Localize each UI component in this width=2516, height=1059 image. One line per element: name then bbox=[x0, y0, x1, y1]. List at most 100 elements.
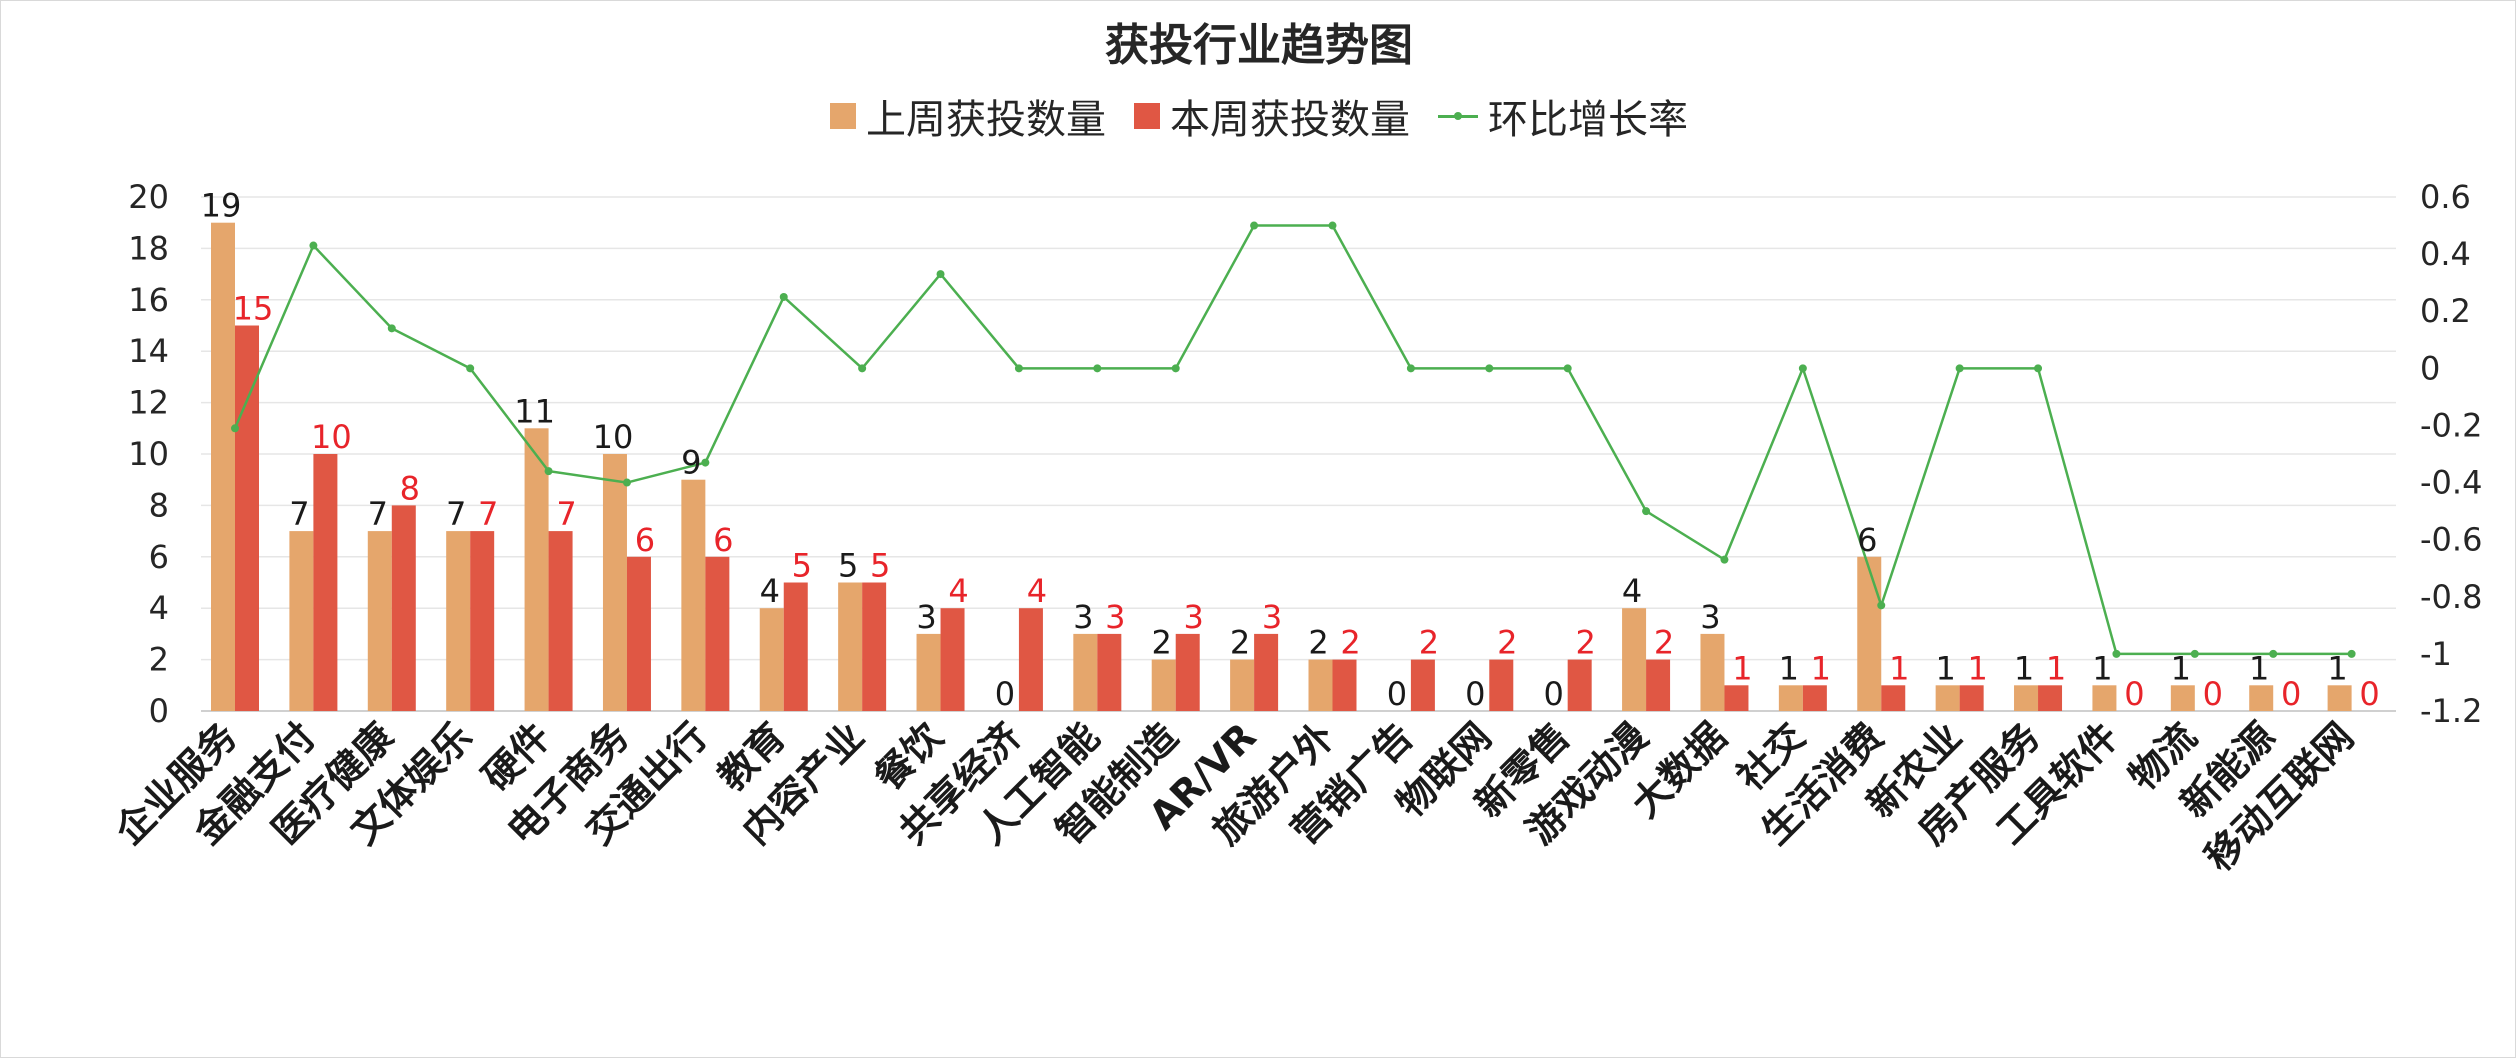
legend: 上周获投数量 本周获投数量 环比增长率 bbox=[1, 87, 2516, 145]
y-left-tick-label: 14 bbox=[128, 332, 169, 370]
bar-prev-week bbox=[2249, 685, 2274, 711]
y-right-tick-label: -1 bbox=[2420, 635, 2452, 673]
y-left-tick-label: 16 bbox=[128, 281, 169, 319]
growth-rate-point bbox=[1406, 364, 1415, 373]
growth-rate-point bbox=[1328, 221, 1337, 230]
bar-prev-week bbox=[367, 531, 392, 711]
growth-rate-point bbox=[544, 467, 553, 476]
data-label-prev-week: 10 bbox=[593, 418, 634, 456]
data-label-prev-week: 1 bbox=[2249, 649, 2269, 687]
bar-this-week bbox=[235, 325, 259, 711]
data-label-this-week: 2 bbox=[1340, 624, 1360, 662]
y-right-tick-label: 0 bbox=[2420, 349, 2440, 387]
y-left-tick-label: 6 bbox=[149, 538, 169, 576]
data-label-this-week: 3 bbox=[1105, 598, 1125, 636]
bar-this-week bbox=[783, 582, 808, 711]
data-label-prev-week: 19 bbox=[201, 187, 242, 225]
growth-rate-point bbox=[1642, 507, 1651, 516]
data-label-prev-week: 4 bbox=[760, 572, 780, 610]
data-label-this-week: 0 bbox=[2281, 675, 2301, 713]
x-axis-categories: 企业服务金融支付医疗健康文体娱乐硬件电子商务交通出行教育内容产业餐饮共享经济人工… bbox=[107, 714, 2362, 880]
y-left-tick-label: 4 bbox=[149, 589, 169, 627]
growth-rate-point bbox=[1798, 364, 1807, 373]
data-label-prev-week: 4 bbox=[1622, 572, 1642, 610]
growth-rate-point bbox=[1720, 555, 1729, 564]
y-axis-right: -1.2 -1 -0.8 -0.6 -0.4 -0.2 0 0.2 0.4 0.6 bbox=[2420, 178, 2482, 730]
y-left-tick-label: 10 bbox=[128, 435, 169, 473]
bar-prev-week bbox=[446, 531, 471, 711]
bar-prev-week bbox=[1700, 633, 1725, 711]
data-label-prev-week: 3 bbox=[1700, 598, 1720, 636]
legend-swatch-prev-week bbox=[830, 103, 856, 129]
bar-prev-week bbox=[1073, 633, 1098, 711]
growth-rate-point bbox=[2347, 649, 2356, 658]
data-label-this-week: 10 bbox=[311, 418, 352, 456]
data-label-this-week: 5 bbox=[792, 547, 812, 585]
bar-prev-week bbox=[759, 608, 784, 711]
data-label-prev-week: 1 bbox=[2327, 649, 2347, 687]
data-label-prev-week: 1 bbox=[2014, 649, 2034, 687]
growth-rate-point bbox=[779, 292, 788, 301]
data-label-prev-week: 1 bbox=[2171, 649, 2191, 687]
bar-this-week bbox=[1018, 608, 1043, 711]
data-label-this-week: 0 bbox=[2124, 675, 2144, 713]
bar-this-week bbox=[1097, 633, 1122, 711]
growth-rate-point bbox=[1171, 364, 1180, 373]
data-label-prev-week: 0 bbox=[1543, 675, 1563, 713]
data-label-this-week: 6 bbox=[635, 521, 655, 559]
bar-series bbox=[211, 222, 2352, 711]
growth-rate-point bbox=[1877, 601, 1886, 610]
bar-prev-week bbox=[2170, 685, 2195, 711]
y-left-tick-label: 2 bbox=[149, 641, 169, 679]
data-label-prev-week: 3 bbox=[916, 598, 936, 636]
growth-rate-point bbox=[1093, 364, 1102, 373]
growth-rate-line bbox=[233, 224, 2352, 656]
data-label-this-week: 2 bbox=[1419, 624, 1439, 662]
data-label-this-week: 5 bbox=[870, 547, 890, 585]
bar-prev-week bbox=[838, 582, 863, 711]
legend-label-this-week: 本周获投数量 bbox=[1170, 97, 1410, 143]
growth-rate-point bbox=[1485, 364, 1494, 373]
growth-rate-point bbox=[231, 424, 239, 433]
data-label-this-week: 3 bbox=[1262, 598, 1282, 636]
growth-rate-point bbox=[2112, 649, 2121, 658]
legend-swatch-growth-rate bbox=[1438, 103, 1478, 129]
data-label-prev-week: 7 bbox=[368, 495, 388, 533]
bar-this-week bbox=[1724, 685, 1749, 711]
data-label-this-week: 1 bbox=[1811, 649, 1831, 687]
legend-label-growth-rate: 环比增长率 bbox=[1488, 97, 1688, 143]
bar-prev-week bbox=[2014, 685, 2039, 711]
bar-prev-week bbox=[1778, 685, 1803, 711]
growth-rate-point bbox=[466, 364, 475, 373]
bar-prev-week bbox=[1935, 685, 1960, 711]
data-label-prev-week: 0 bbox=[1465, 675, 1485, 713]
data-label-prev-week: 0 bbox=[1387, 675, 1407, 713]
legend-label-prev-week: 上周获投数量 bbox=[866, 97, 1106, 143]
data-label-prev-week: 11 bbox=[514, 392, 555, 430]
data-label-prev-week: 1 bbox=[1935, 649, 1955, 687]
data-label-prev-week: 1 bbox=[1779, 649, 1799, 687]
y-right-tick-label: -1.2 bbox=[2420, 692, 2482, 730]
bar-this-week bbox=[1646, 659, 1671, 711]
y-left-tick-label: 0 bbox=[149, 692, 169, 730]
data-label-this-week: 0 bbox=[2359, 675, 2379, 713]
y-right-tick-label: 0.4 bbox=[2420, 235, 2471, 273]
data-label-this-week: 2 bbox=[1575, 624, 1595, 662]
y-axis-left: 0 2 4 6 8 10 12 14 16 18 20 bbox=[128, 178, 169, 730]
data-label-this-week: 15 bbox=[233, 290, 274, 328]
bar-this-week bbox=[1567, 659, 1592, 711]
data-label-this-week: 1 bbox=[1967, 649, 1987, 687]
bar-prev-week bbox=[1308, 659, 1333, 711]
growth-rate-point bbox=[2034, 364, 2043, 373]
data-label-this-week: 2 bbox=[1654, 624, 1674, 662]
data-label-this-week: 4 bbox=[1027, 572, 1047, 610]
data-label-this-week: 7 bbox=[478, 495, 498, 533]
bar-prev-week bbox=[2327, 685, 2352, 711]
bar-this-week bbox=[1175, 633, 1200, 711]
bar-this-week bbox=[1489, 659, 1514, 711]
data-label-prev-week: 9 bbox=[681, 444, 701, 482]
bar-this-week bbox=[1410, 659, 1435, 711]
growth-rate-point bbox=[1563, 364, 1572, 373]
